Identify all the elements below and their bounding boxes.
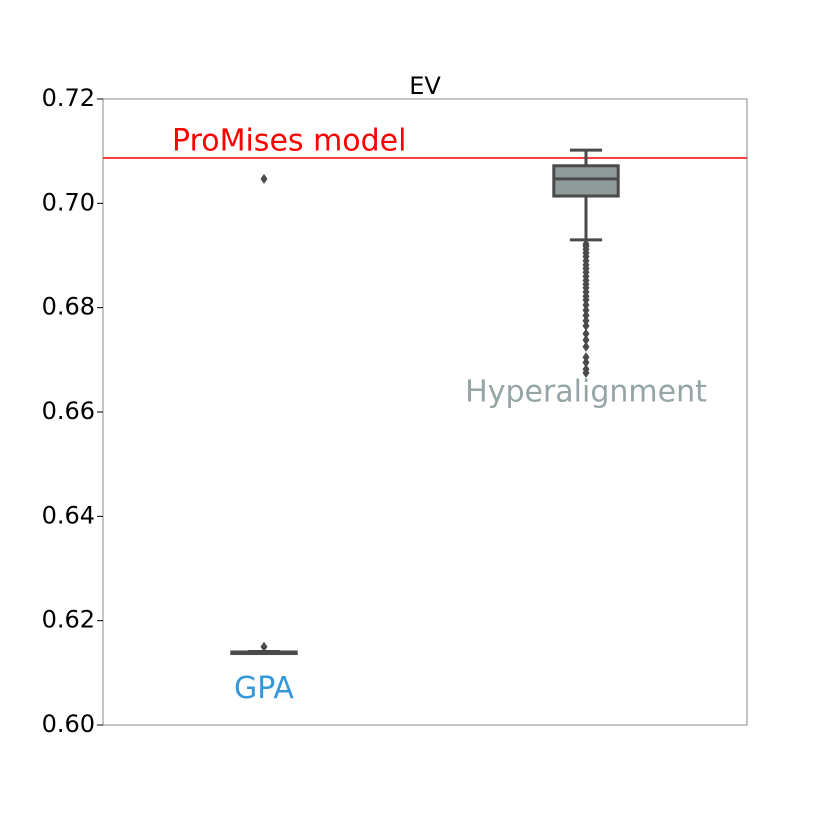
outlier — [582, 341, 590, 352]
outlier — [582, 357, 590, 368]
y-tick-label: 0.62 — [42, 606, 95, 634]
outlier — [582, 320, 590, 331]
category-label: Hyperalignment — [465, 374, 707, 409]
outlier — [582, 294, 590, 305]
outlier — [260, 641, 268, 652]
outlier — [582, 352, 590, 363]
y-tick-label: 0.66 — [42, 397, 95, 425]
y-tick-label: 0.64 — [42, 501, 95, 529]
outlier — [582, 300, 590, 311]
reference-label: ProMises model — [172, 123, 406, 158]
box — [552, 164, 620, 198]
plot-frame — [102, 98, 748, 726]
y-tick-label: 0.68 — [42, 293, 95, 321]
y-tick-label: 0.72 — [42, 84, 95, 112]
outlier — [582, 305, 590, 316]
outlier — [582, 310, 590, 321]
outlier — [260, 173, 268, 184]
outlier — [582, 335, 590, 346]
y-tick-label: 0.60 — [42, 710, 95, 738]
chart-title: EV — [409, 72, 441, 100]
outlier — [582, 367, 590, 378]
outlier — [582, 315, 590, 326]
category-label: GPA — [234, 671, 294, 706]
y-tick-label: 0.70 — [42, 188, 95, 216]
outlier — [582, 328, 590, 339]
